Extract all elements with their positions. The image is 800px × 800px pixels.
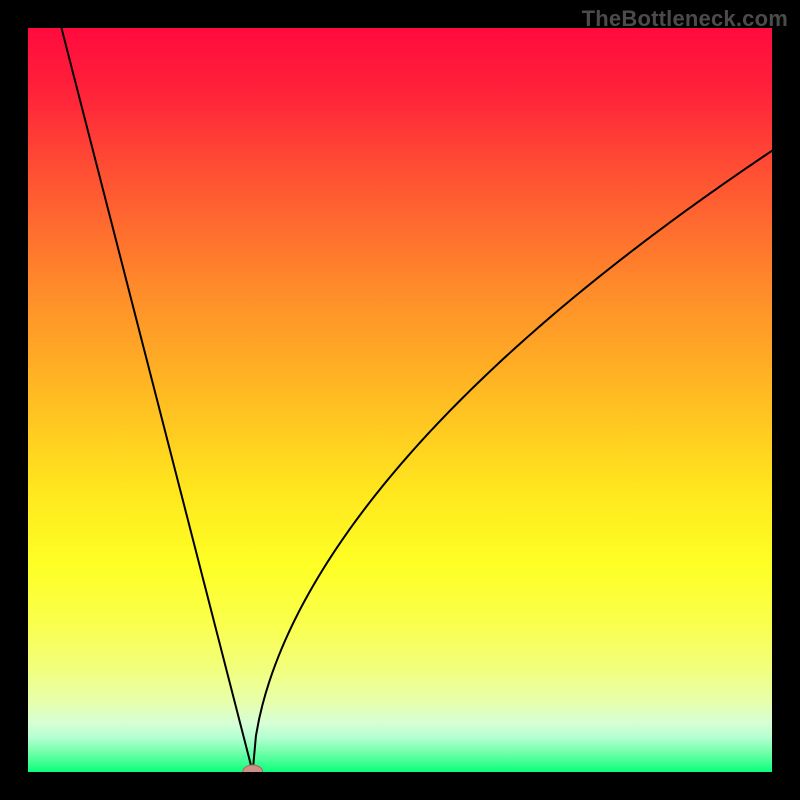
minimum-marker <box>243 765 263 772</box>
chart-frame: TheBottleneck.com <box>0 0 800 800</box>
bottleneck-curve <box>61 28 772 772</box>
plot-area <box>28 28 772 772</box>
curve-layer <box>28 28 772 772</box>
